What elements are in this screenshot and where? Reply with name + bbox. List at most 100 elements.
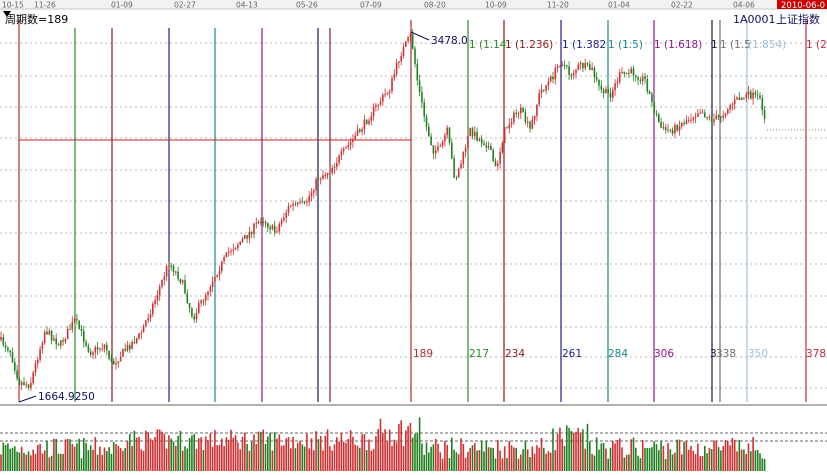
candle-body <box>257 221 260 223</box>
volume-bar <box>706 453 708 471</box>
candle-body <box>195 312 198 320</box>
candle-body <box>653 101 655 114</box>
candle-body <box>32 372 34 384</box>
date-label: 04-13 <box>236 1 258 10</box>
volume-bar <box>559 427 561 471</box>
candle-body <box>16 370 18 379</box>
candle-body <box>432 145 435 154</box>
volume-bar <box>287 437 290 471</box>
candle-body <box>517 113 520 115</box>
candle-body <box>354 135 356 140</box>
candle-body <box>379 101 382 105</box>
volume-bar <box>0 454 2 471</box>
candle-body <box>593 67 596 78</box>
candle-body <box>301 201 304 203</box>
volume-bar <box>513 447 515 471</box>
volume-bar <box>260 431 262 471</box>
candle-body <box>372 106 375 117</box>
cycle-count-label: 378 <box>806 348 826 360</box>
volume-bar <box>64 439 67 471</box>
candle-body <box>538 93 540 105</box>
candle-body <box>738 97 741 101</box>
candle-body <box>368 120 370 124</box>
candle-body <box>513 112 515 123</box>
candle-body <box>303 201 306 203</box>
candle-body <box>50 330 53 341</box>
candle-body <box>658 114 660 123</box>
volume-bar <box>398 424 400 471</box>
candle-body <box>572 73 575 76</box>
volume-bar <box>740 449 743 471</box>
volume-bar <box>616 439 619 471</box>
candle-body <box>437 146 439 151</box>
volume-bar <box>474 443 476 471</box>
candle-body <box>556 66 559 68</box>
date-label: 02-22 <box>671 1 693 10</box>
candle-body <box>607 88 609 93</box>
volume-bar <box>269 432 271 471</box>
candle-body <box>685 121 688 125</box>
volume-bar <box>324 435 327 471</box>
candle-body <box>87 345 90 352</box>
candle-body <box>27 384 30 388</box>
cycle-count-labels: 189 217 234 261 284 306 3 338 350 378 <box>413 348 826 360</box>
candle-body <box>283 217 285 221</box>
volume-bar <box>651 447 653 471</box>
volume-bar <box>340 432 343 471</box>
volume-bar <box>510 445 513 471</box>
candle-body <box>315 178 317 191</box>
candle-body <box>119 356 122 362</box>
candle-body <box>628 73 630 75</box>
volume-bar <box>188 437 191 471</box>
candle-body <box>108 350 110 359</box>
high-price-pointer <box>410 31 430 41</box>
cycle-ratio-label: 1 (1.5) <box>608 39 643 51</box>
volume-bar <box>278 434 281 471</box>
candle-body <box>43 331 46 344</box>
candle-body <box>216 274 218 277</box>
volume-bar <box>761 458 764 471</box>
candle-body <box>30 383 32 388</box>
candle-body <box>147 318 149 321</box>
candle-body <box>487 146 490 148</box>
volume-bar <box>186 448 189 471</box>
volume-bar <box>283 445 285 471</box>
volume-bar <box>623 457 626 471</box>
candle-body <box>23 382 25 386</box>
candle-body <box>237 244 239 248</box>
candle-body <box>375 105 377 107</box>
volume-bar <box>759 453 761 471</box>
volume-bar <box>377 429 379 471</box>
candle-body <box>124 349 126 351</box>
candle-body <box>57 344 60 346</box>
candle-body <box>361 129 363 132</box>
volume-bar <box>108 447 110 471</box>
volume-bar <box>347 439 350 471</box>
candle-body <box>425 116 428 127</box>
volume-bar <box>191 435 193 471</box>
candle-body <box>490 146 492 151</box>
volume-bar <box>106 451 108 471</box>
candle-body <box>430 136 432 146</box>
volume-bar <box>48 457 51 471</box>
candle-body <box>264 221 267 224</box>
volume-bar <box>660 440 662 471</box>
candle-body <box>623 71 626 74</box>
candle-body <box>529 121 531 129</box>
volume-bar <box>361 434 363 471</box>
candle-body <box>14 362 16 371</box>
candle-body <box>524 112 527 123</box>
volume-bar <box>676 439 678 471</box>
candle-body <box>453 158 455 178</box>
volume-bar <box>497 440 499 471</box>
cycle-ratio-label: 1 <box>711 39 718 51</box>
volume-bar <box>172 441 175 471</box>
candle-body <box>446 127 448 136</box>
volume-bar <box>349 430 352 471</box>
volume-bar <box>267 436 269 471</box>
candle-body <box>209 286 212 292</box>
volume-bar <box>747 443 750 471</box>
volume-bar <box>250 441 253 471</box>
candle-body <box>221 261 223 272</box>
